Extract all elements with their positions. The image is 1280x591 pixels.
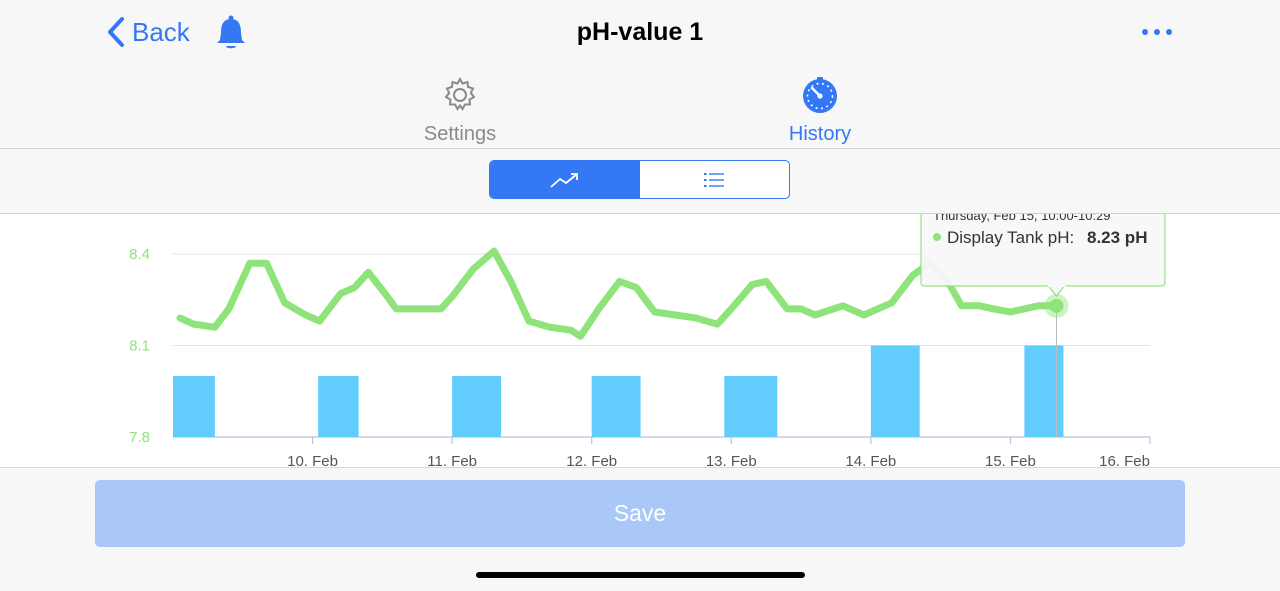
stopwatch-icon [803, 77, 837, 113]
y-tick-label: 8.4 [129, 246, 150, 263]
list-icon [704, 172, 725, 187]
chevron-left-icon [108, 17, 124, 47]
tab-bar: Settings History [0, 66, 1280, 149]
bell-icon[interactable] [214, 15, 248, 56]
trend-chart-icon [550, 172, 578, 188]
x-tick-label: 16. Feb [1099, 453, 1150, 467]
y-tick-label: 8.1 [129, 338, 150, 355]
bar [318, 376, 359, 437]
tooltip-series-label: Display Tank pH: [947, 228, 1074, 247]
home-indicator [476, 572, 805, 578]
y-tick-label: 7.8 [129, 429, 150, 446]
x-tick-label: 12. Feb [566, 453, 617, 467]
history-chart[interactable]: 8.4 8.1 7.8 10. Feb 11. Feb 12. Feb 13. Feb 14.… [0, 214, 1280, 468]
back-label: Back [132, 16, 190, 47]
navigation-bar: Back pH-value 1 [0, 0, 1280, 66]
x-tick-label: 15. Feb [985, 453, 1036, 467]
bar [173, 376, 215, 437]
x-tick-label: 11. Feb [427, 453, 477, 467]
tab-history[interactable]: History [720, 76, 920, 146]
view-segmented-control [489, 160, 790, 199]
view-toggle-bar [0, 149, 1280, 214]
highlight-point [1049, 298, 1064, 313]
tooltip-series-dot [933, 233, 941, 241]
bar [870, 345, 920, 437]
bar [591, 376, 641, 437]
tooltip-pointer-mask [1047, 284, 1066, 287]
tooltip-pointer [1047, 285, 1066, 297]
x-tick-label: 14. Feb [845, 453, 896, 467]
bar [452, 376, 501, 437]
tab-settings[interactable]: Settings [360, 76, 560, 146]
list-view-button[interactable] [640, 161, 790, 198]
save-button[interactable]: Save [95, 480, 1185, 547]
more-horizontal-icon[interactable] [1140, 22, 1174, 47]
tooltip-value: 8.23 pH [1087, 228, 1147, 247]
x-tick-label: 13. Feb [706, 453, 757, 467]
bar [724, 376, 778, 437]
tooltip-box [920, 214, 1166, 287]
ph-chart-svg[interactable]: 8.4 8.1 7.8 10. Feb 11. Feb 12. Feb 13. Feb 14.… [0, 214, 1280, 467]
x-tick-label: 10. Feb [287, 453, 338, 467]
back-button[interactable]: Back [106, 14, 190, 50]
gear-icon [444, 76, 476, 111]
tooltip-date: Thursday, Feb 15, 10:00-10:29 [933, 214, 1111, 223]
chart-view-button[interactable] [490, 161, 640, 198]
bar [1024, 345, 1064, 437]
ph-series-line [176, 247, 1060, 340]
tab-settings-label: Settings [423, 123, 497, 145]
page-title: pH-value 1 [576, 18, 704, 46]
tab-history-label: History [788, 123, 852, 145]
